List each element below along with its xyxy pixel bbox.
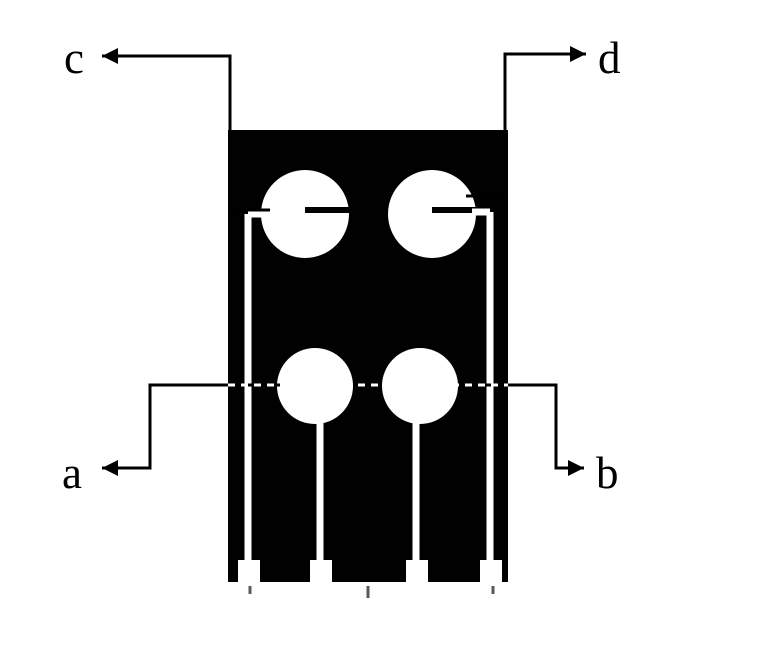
label-b: b xyxy=(596,447,619,499)
callout-b-arrow xyxy=(568,460,584,476)
pad-sq-2 xyxy=(310,560,332,582)
label-c: c xyxy=(64,32,84,84)
label-a: a xyxy=(62,447,82,499)
pad-top-right xyxy=(388,170,476,258)
callout-c-arrow xyxy=(102,48,118,64)
pcb-diagram: c d a b xyxy=(0,0,771,650)
diagram-svg xyxy=(0,0,771,650)
pad-sq-1 xyxy=(238,560,260,582)
pad-bot-left xyxy=(277,348,353,424)
pad-sq-3 xyxy=(406,560,428,582)
pad-top-left xyxy=(261,170,349,258)
callout-d-arrow xyxy=(570,46,586,62)
pad-bot-right xyxy=(382,348,458,424)
callout-a-arrow xyxy=(102,460,118,476)
label-d: d xyxy=(598,32,621,84)
pad-sq-4 xyxy=(480,560,502,582)
